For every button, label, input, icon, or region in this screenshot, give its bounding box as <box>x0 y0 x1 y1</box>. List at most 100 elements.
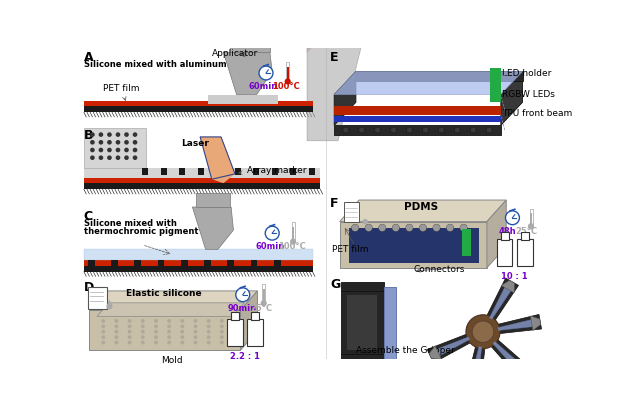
Circle shape <box>124 140 129 145</box>
Text: 10 : 1: 10 : 1 <box>502 272 528 280</box>
Circle shape <box>433 224 440 231</box>
FancyBboxPatch shape <box>84 266 312 272</box>
Circle shape <box>141 319 145 323</box>
FancyBboxPatch shape <box>341 282 384 291</box>
FancyBboxPatch shape <box>341 291 384 354</box>
Circle shape <box>107 132 112 137</box>
Circle shape <box>154 341 158 345</box>
Polygon shape <box>223 52 272 95</box>
Circle shape <box>107 147 112 152</box>
Text: PDMS: PDMS <box>404 202 438 212</box>
FancyBboxPatch shape <box>198 168 204 174</box>
FancyBboxPatch shape <box>88 260 95 266</box>
FancyBboxPatch shape <box>290 168 296 174</box>
Circle shape <box>180 341 184 345</box>
Text: Assemble the Gripper: Assemble the Gripper <box>356 346 455 355</box>
FancyBboxPatch shape <box>204 260 211 266</box>
Circle shape <box>141 324 145 328</box>
Circle shape <box>127 319 132 323</box>
Circle shape <box>285 79 291 85</box>
FancyBboxPatch shape <box>344 202 359 222</box>
Polygon shape <box>307 37 364 141</box>
Circle shape <box>90 140 95 145</box>
FancyBboxPatch shape <box>274 260 281 266</box>
FancyBboxPatch shape <box>235 168 241 174</box>
FancyBboxPatch shape <box>84 101 312 106</box>
Circle shape <box>379 224 386 231</box>
Circle shape <box>127 335 132 339</box>
Circle shape <box>365 224 372 231</box>
Text: thermochromic pigment: thermochromic pigment <box>84 227 198 236</box>
FancyBboxPatch shape <box>88 287 107 309</box>
FancyBboxPatch shape <box>271 168 278 174</box>
FancyBboxPatch shape <box>334 125 501 135</box>
Text: 25°C: 25°C <box>250 304 273 313</box>
Polygon shape <box>467 379 482 389</box>
FancyBboxPatch shape <box>227 260 234 266</box>
Circle shape <box>101 324 105 328</box>
Circle shape <box>167 319 171 323</box>
Circle shape <box>90 156 95 160</box>
Text: F: F <box>330 197 339 210</box>
Circle shape <box>220 319 224 323</box>
FancyBboxPatch shape <box>340 222 487 268</box>
FancyBboxPatch shape <box>84 183 320 189</box>
Polygon shape <box>483 314 541 335</box>
Text: A: A <box>231 333 239 343</box>
Circle shape <box>115 341 118 345</box>
Text: Silicone mixed with: Silicone mixed with <box>84 219 177 229</box>
Polygon shape <box>531 316 541 330</box>
Circle shape <box>115 330 118 334</box>
Polygon shape <box>193 207 234 249</box>
Circle shape <box>460 224 467 231</box>
Circle shape <box>390 127 397 133</box>
FancyBboxPatch shape <box>356 71 522 81</box>
FancyBboxPatch shape <box>84 129 146 168</box>
FancyBboxPatch shape <box>180 260 188 266</box>
Circle shape <box>379 224 386 231</box>
FancyBboxPatch shape <box>216 168 222 174</box>
Circle shape <box>101 335 105 339</box>
FancyBboxPatch shape <box>161 168 166 174</box>
Circle shape <box>265 226 279 240</box>
FancyBboxPatch shape <box>262 289 265 303</box>
Circle shape <box>406 224 413 231</box>
Circle shape <box>207 330 211 334</box>
Circle shape <box>115 324 118 328</box>
Circle shape <box>351 224 358 231</box>
Circle shape <box>486 127 492 133</box>
Circle shape <box>454 127 460 133</box>
Circle shape <box>358 127 365 133</box>
Circle shape <box>422 127 429 133</box>
Circle shape <box>127 341 132 345</box>
FancyBboxPatch shape <box>530 213 532 226</box>
Circle shape <box>116 147 120 152</box>
Text: PET film: PET film <box>103 84 140 100</box>
Circle shape <box>193 319 197 323</box>
FancyBboxPatch shape <box>349 228 479 263</box>
Text: 100°C: 100°C <box>272 82 300 91</box>
Circle shape <box>154 324 158 328</box>
Circle shape <box>259 66 273 80</box>
FancyBboxPatch shape <box>287 67 289 81</box>
Polygon shape <box>90 291 257 310</box>
Circle shape <box>193 330 197 334</box>
FancyBboxPatch shape <box>521 232 529 240</box>
Circle shape <box>419 224 426 231</box>
FancyBboxPatch shape <box>253 168 259 174</box>
Circle shape <box>141 335 145 339</box>
FancyBboxPatch shape <box>334 106 501 115</box>
FancyBboxPatch shape <box>134 260 141 266</box>
Text: Array marker: Array marker <box>239 166 306 175</box>
FancyBboxPatch shape <box>227 320 243 346</box>
Circle shape <box>154 335 158 339</box>
FancyBboxPatch shape <box>341 354 384 363</box>
Circle shape <box>472 321 494 343</box>
Polygon shape <box>501 280 515 293</box>
Text: 60min: 60min <box>255 242 284 251</box>
Polygon shape <box>427 328 484 363</box>
Circle shape <box>99 147 103 152</box>
Polygon shape <box>340 200 506 222</box>
Circle shape <box>127 324 132 328</box>
Polygon shape <box>212 174 235 183</box>
